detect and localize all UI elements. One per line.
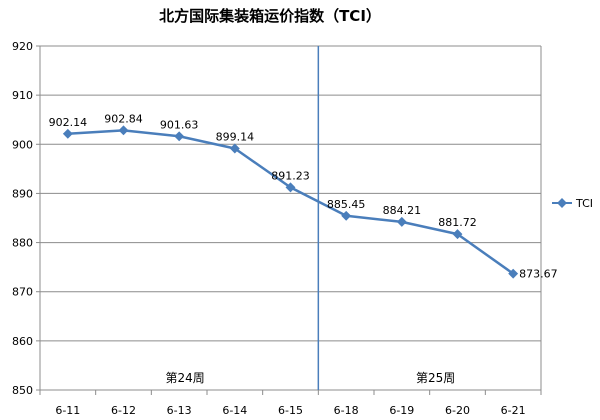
series-line-tci — [67, 129, 514, 275]
data-point — [341, 210, 352, 221]
series-layer — [62, 125, 519, 279]
y-tick-label: 890 — [12, 187, 33, 200]
data-point — [174, 131, 185, 142]
axis-layer: 850 860 870 880 890 900 910 920 6-11 6-12 6-13 6-14… — [12, 40, 542, 417]
data-label: 873.67 — [519, 268, 558, 281]
data-label: 881.72 — [438, 216, 477, 229]
data-point — [452, 229, 463, 240]
x-tick-label: 6-12 — [111, 404, 136, 417]
y-tick-label: 880 — [12, 237, 33, 250]
data-point — [396, 216, 407, 227]
x-tick-label: 6-15 — [278, 404, 303, 417]
data-label: 901.63 — [160, 118, 199, 131]
y-tick-label: 860 — [12, 335, 33, 348]
x-tick-label: 6-20 — [445, 404, 470, 417]
data-point — [229, 143, 240, 154]
data-point — [62, 128, 73, 139]
x-tick-label: 6-19 — [389, 404, 414, 417]
data-point — [118, 125, 129, 136]
x-tick-label: 6-21 — [501, 404, 526, 417]
grid-layer — [40, 45, 541, 391]
chart-title: 北方国际集装箱运价指数（TCI） — [159, 7, 381, 25]
data-label: 902.14 — [49, 116, 88, 129]
x-tick-label: 6-18 — [334, 404, 359, 417]
data-label: 891.23 — [271, 169, 310, 182]
data-point — [285, 182, 296, 193]
label-layer: 第24周 第25周 902.14 902.84 901.63 899.14 891.23 88… — [49, 112, 558, 385]
legend: TCI — [552, 197, 593, 210]
data-label: 885.45 — [327, 198, 366, 211]
data-label: 899.14 — [216, 131, 255, 144]
legend-label: TCI — [575, 197, 593, 210]
week-label-24: 第24周 — [166, 371, 205, 385]
x-tick-label: 6-14 — [222, 404, 247, 417]
y-tick-label: 920 — [12, 40, 33, 53]
y-tick-label: 870 — [12, 286, 33, 299]
legend-marker — [557, 198, 567, 208]
data-label: 902.84 — [104, 112, 143, 125]
y-tick-label: 850 — [12, 384, 33, 397]
y-tick-label: 900 — [12, 138, 33, 151]
week-label-25: 第25周 — [416, 371, 455, 385]
y-tick-label: 910 — [12, 89, 33, 102]
x-tick-label: 6-11 — [55, 404, 80, 417]
x-tick-label: 6-13 — [167, 404, 192, 417]
data-label: 884.21 — [383, 204, 422, 217]
